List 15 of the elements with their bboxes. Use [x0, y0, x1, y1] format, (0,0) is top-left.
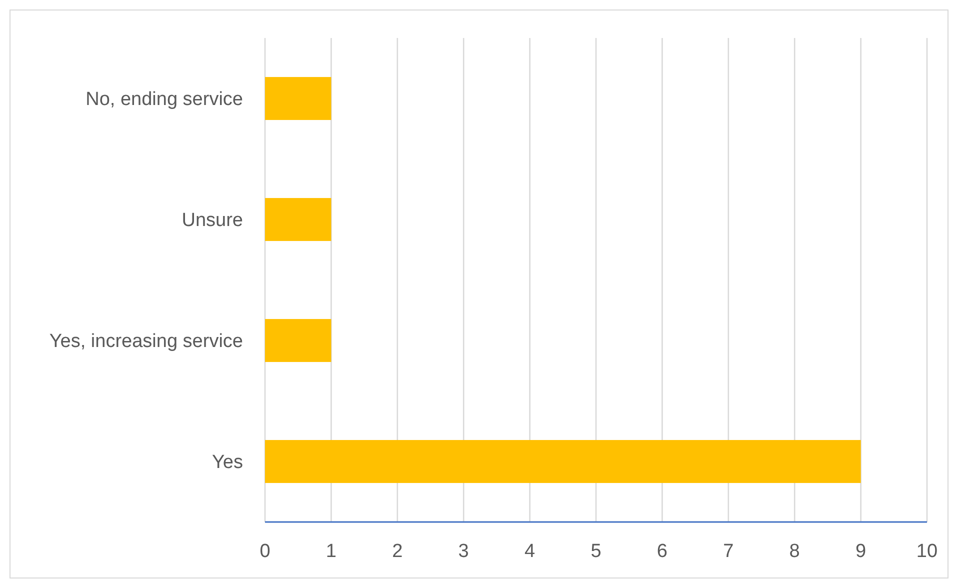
x-tick-label: 4: [524, 541, 536, 562]
x-tick-label: 10: [916, 541, 938, 562]
x-tick-label: 7: [723, 541, 734, 562]
x-tick-label: 6: [656, 541, 668, 562]
y-tick-label: Yes: [212, 452, 243, 474]
x-tick-label: 0: [260, 541, 270, 562]
x-tick-label: 2: [392, 541, 403, 562]
x-tick-label: 3: [458, 541, 469, 562]
x-tick-label: 8: [789, 541, 800, 562]
y-tick-label: No, ending service: [86, 89, 243, 110]
x-tick-label: 9: [856, 541, 866, 562]
y-tick-label: Yes, increasing service: [49, 331, 243, 352]
y-tick-label: Unsure: [182, 210, 243, 232]
x-tick-label: 5: [590, 541, 602, 562]
x-tick-label: 1: [326, 541, 336, 562]
